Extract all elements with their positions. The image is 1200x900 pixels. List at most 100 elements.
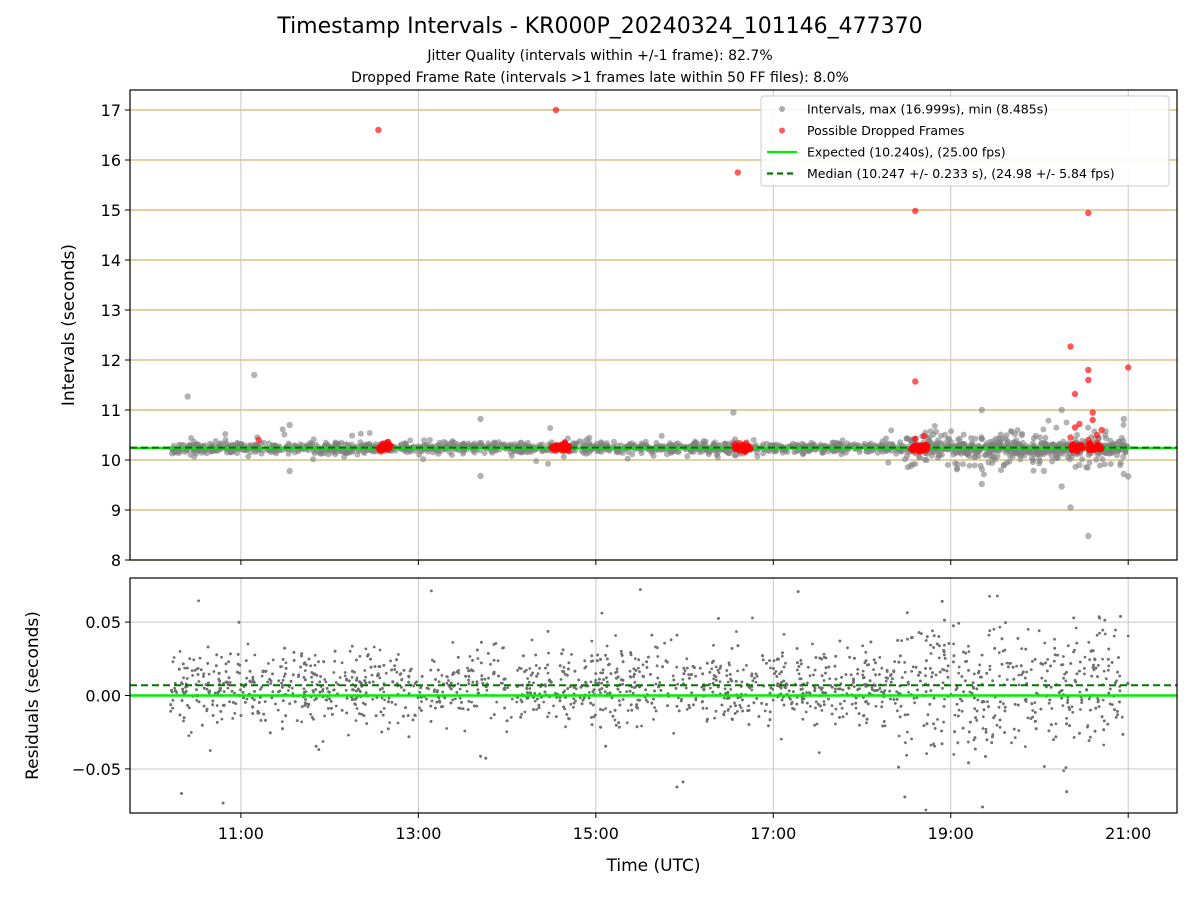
interval-point [212, 438, 219, 444]
residual-point [505, 730, 509, 734]
residual-point [942, 650, 946, 654]
residual-point [1026, 716, 1030, 720]
residual-point [827, 697, 830, 701]
residual-point [236, 653, 240, 656]
residual-point [938, 644, 941, 648]
residual-point [712, 643, 715, 647]
residual-point [774, 670, 778, 673]
residual-point [675, 665, 679, 669]
bottom-xtick-label: 15:00 [573, 824, 619, 843]
residual-point [468, 655, 472, 658]
residual-point [533, 699, 537, 703]
residual-point [544, 684, 547, 688]
residual-point [1126, 681, 1130, 685]
residual-point [580, 702, 584, 706]
residual-point [791, 706, 794, 710]
residual-point [701, 672, 705, 676]
residual-point [378, 665, 382, 668]
residual-point [808, 674, 812, 678]
residual-point [772, 667, 775, 670]
residual-point [780, 654, 784, 658]
residual-point [350, 644, 354, 648]
residual-point [418, 706, 421, 710]
residual-point [327, 690, 330, 694]
residual-point [314, 744, 318, 748]
interval-point [1122, 447, 1129, 454]
interval-point [889, 442, 896, 448]
residual-point [589, 680, 593, 684]
residual-point [733, 712, 737, 715]
residual-point [621, 698, 625, 701]
residual-point [218, 679, 222, 683]
residual-point [1079, 708, 1082, 711]
top-ytick-label: 10 [101, 451, 121, 470]
residual-point [941, 681, 945, 685]
residual-point [873, 689, 876, 693]
interval-point [421, 437, 428, 444]
residual-point [364, 691, 368, 695]
residual-point [1096, 675, 1099, 678]
legend-marker [779, 106, 785, 112]
residual-point [634, 669, 638, 672]
residual-point [1102, 669, 1106, 673]
residual-point [881, 724, 885, 728]
residual-point [957, 671, 961, 675]
residual-point [220, 655, 224, 659]
residual-point [430, 589, 433, 593]
residual-point [1013, 736, 1017, 739]
residual-point [1012, 727, 1016, 731]
residual-point [445, 727, 448, 730]
residual-point [519, 715, 523, 719]
residual-point [251, 675, 255, 679]
residual-point [1080, 698, 1084, 701]
residual-point [693, 666, 696, 669]
legend-label: Intervals, max (16.999s), min (8.485s) [807, 102, 1048, 117]
residual-point [217, 672, 221, 675]
residual-point [685, 708, 689, 711]
residual-point [1094, 666, 1098, 670]
residual-point [579, 685, 583, 689]
residual-point [1103, 632, 1107, 636]
residual-point [237, 620, 241, 624]
residual-point [638, 670, 641, 674]
residual-point [202, 675, 205, 678]
dropped-frame-point [920, 447, 927, 454]
residual-point [378, 676, 382, 680]
residual-point [912, 696, 916, 700]
residual-point [476, 691, 480, 695]
residual-point [171, 706, 175, 710]
residual-point [492, 713, 496, 716]
residual-point [615, 667, 619, 671]
residual-point [974, 716, 977, 720]
interval-point [844, 440, 851, 447]
residual-point [300, 720, 304, 724]
residual-point [1003, 709, 1007, 713]
residual-point [319, 675, 322, 678]
interval-point [898, 447, 905, 454]
residual-point [654, 709, 658, 713]
residual-point [636, 666, 640, 670]
residual-point [530, 638, 534, 642]
residual-point [992, 627, 996, 631]
interval-point [222, 431, 229, 437]
residual-point [868, 679, 872, 683]
residual-point [1061, 704, 1065, 707]
interval-point [407, 437, 414, 444]
residual-point [720, 703, 724, 707]
residual-point [593, 713, 597, 717]
residual-point [754, 672, 758, 676]
residual-point [1005, 678, 1009, 681]
residual-point [355, 707, 359, 710]
residual-point [408, 669, 412, 673]
residual-point [952, 624, 955, 628]
interval-point [1004, 438, 1011, 445]
residual-point [1075, 641, 1079, 645]
residual-point [1045, 669, 1049, 673]
residual-point [343, 674, 347, 678]
bottom-ytick-label: 0.00 [85, 687, 121, 706]
residual-point [390, 700, 394, 704]
residual-point [822, 679, 826, 682]
residual-point [767, 724, 770, 728]
interval-point [175, 450, 182, 457]
residual-point [942, 720, 945, 724]
